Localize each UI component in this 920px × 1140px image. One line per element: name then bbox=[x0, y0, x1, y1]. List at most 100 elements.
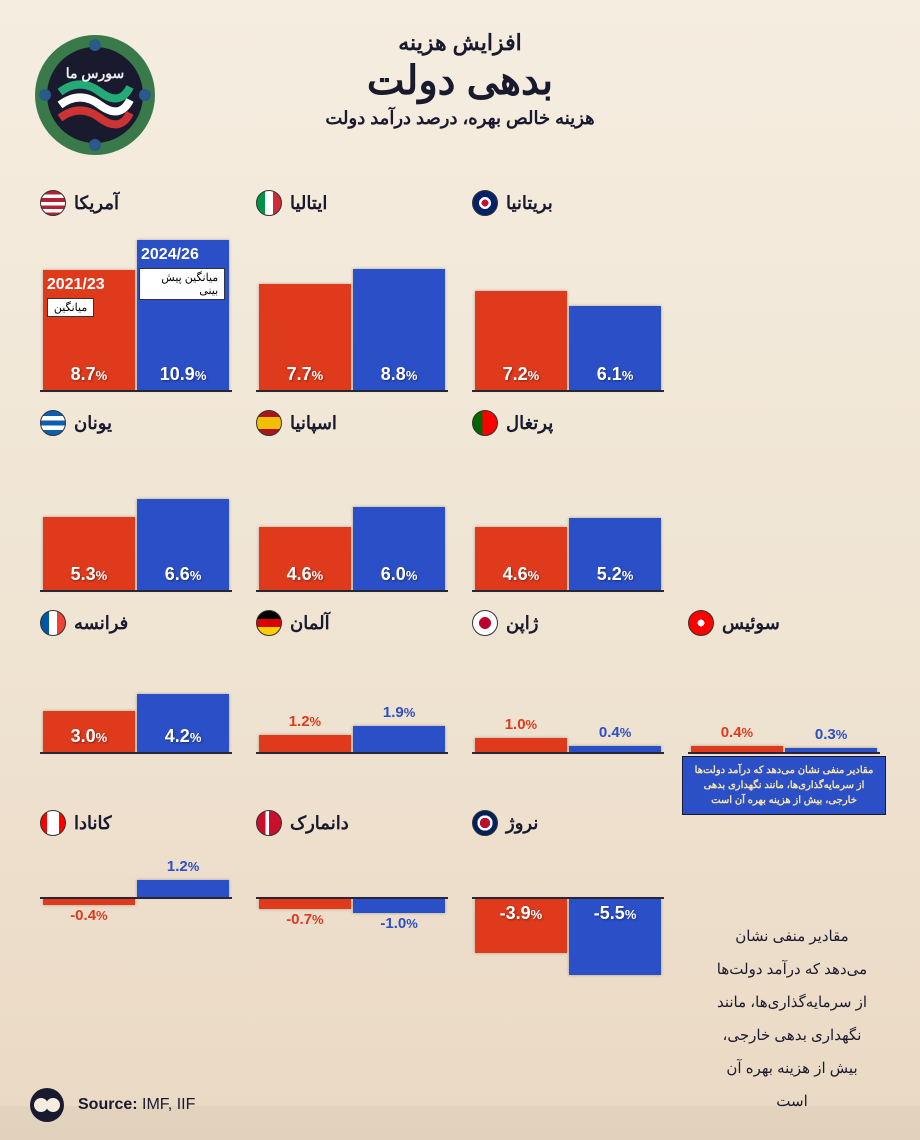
blue-value: 1.2% bbox=[137, 858, 229, 875]
red-bar bbox=[691, 746, 783, 752]
country-label: بریتانیا bbox=[472, 190, 664, 216]
legend-year-red: 2021/23 bbox=[47, 276, 105, 294]
blue-value: 6.1% bbox=[569, 364, 661, 385]
country-name: ایتالیا bbox=[290, 193, 327, 214]
country-name: کانادا bbox=[74, 813, 112, 834]
blue-value: 5.2% bbox=[569, 564, 661, 585]
country-label: ایتالیا bbox=[256, 190, 448, 216]
footer: Source: IMF, IIF bbox=[30, 1088, 195, 1122]
footer-label: Source: bbox=[78, 1096, 138, 1113]
flag-icon bbox=[40, 190, 66, 216]
blue-value: 10.9% bbox=[137, 364, 229, 385]
country-cell: کانادا -0.4% 1.2% bbox=[40, 810, 232, 1002]
blue-value: 0.3% bbox=[785, 726, 877, 743]
country-label: آمریکا bbox=[40, 190, 232, 216]
red-value: 1.0% bbox=[475, 716, 567, 733]
blue-bar bbox=[353, 899, 445, 913]
blue-value: 6.0% bbox=[353, 564, 445, 585]
country-label: یونان bbox=[40, 410, 232, 436]
footer-value: IMF, IIF bbox=[142, 1096, 195, 1113]
empty-cell bbox=[688, 190, 880, 392]
brand-logo: سورس ما bbox=[30, 30, 160, 160]
country-name: آمریکا bbox=[74, 193, 119, 214]
country-cell: یونان 5.3%6.6% bbox=[40, 410, 232, 592]
country-label: آلمان bbox=[256, 610, 448, 636]
flag-icon bbox=[256, 810, 282, 836]
red-value: 4.6% bbox=[475, 564, 567, 585]
baseline bbox=[472, 590, 664, 592]
country-cell: دانمارک -0.7%-1.0% bbox=[256, 810, 448, 1002]
baseline bbox=[40, 752, 232, 754]
baseline bbox=[256, 390, 448, 392]
country-name: دانمارک bbox=[290, 813, 349, 834]
flag-icon bbox=[40, 410, 66, 436]
red-value: -0.7% bbox=[259, 911, 351, 928]
legend-sub-red: میانگین bbox=[47, 298, 94, 317]
flag-icon bbox=[256, 410, 282, 436]
empty-cell bbox=[688, 410, 880, 592]
red-value: 4.6% bbox=[259, 564, 351, 585]
country-name: اسپانیا bbox=[290, 413, 337, 434]
country-name: آلمان bbox=[290, 613, 330, 634]
country-label: دانمارک bbox=[256, 810, 448, 836]
blue-value: 6.6% bbox=[137, 564, 229, 585]
country-label: پرتغال bbox=[472, 410, 664, 436]
blue-value: 4.2% bbox=[137, 726, 229, 747]
country-label: فرانسه bbox=[40, 610, 232, 636]
country-label: کانادا bbox=[40, 810, 232, 836]
footer-text: Source: IMF, IIF bbox=[78, 1096, 195, 1114]
blue-value: -5.5% bbox=[569, 903, 661, 924]
country-name: نروژ bbox=[506, 813, 538, 834]
baseline bbox=[40, 590, 232, 592]
country-label: ژاپن bbox=[472, 610, 664, 636]
blue-bar bbox=[785, 748, 877, 752]
country-cell: ایتالیا 7.7%8.8% bbox=[256, 190, 448, 392]
mini-chart: 7.7%8.8% bbox=[256, 222, 448, 392]
country-cell: فرانسه 3.0%4.2% bbox=[40, 610, 232, 792]
baseline bbox=[688, 752, 880, 754]
country-cell: نروژ -3.9%-5.5% bbox=[472, 810, 664, 1002]
mini-chart: 4.6%6.0% bbox=[256, 442, 448, 592]
baseline bbox=[256, 590, 448, 592]
baseline bbox=[472, 390, 664, 392]
country-name: بریتانیا bbox=[506, 193, 553, 214]
red-value: 7.2% bbox=[475, 364, 567, 385]
mini-chart: 3.0%4.2% bbox=[40, 642, 232, 792]
red-bar bbox=[259, 899, 351, 909]
flag-icon bbox=[40, 610, 66, 636]
country-name: یونان bbox=[74, 413, 112, 434]
baseline bbox=[40, 390, 232, 392]
legend-year-blue: 2024/26 bbox=[141, 246, 199, 264]
flag-icon bbox=[472, 610, 498, 636]
red-value: 7.7% bbox=[259, 364, 351, 385]
red-value: 1.2% bbox=[259, 713, 351, 730]
red-value: -0.4% bbox=[43, 907, 135, 924]
mini-chart: 4.6%5.2% bbox=[472, 442, 664, 592]
flag-icon bbox=[472, 810, 498, 836]
flag-icon bbox=[256, 610, 282, 636]
country-label: اسپانیا bbox=[256, 410, 448, 436]
blue-bar bbox=[137, 880, 229, 897]
baseline bbox=[256, 752, 448, 754]
flag-icon bbox=[40, 810, 66, 836]
mini-chart: -3.9%-5.5% bbox=[472, 842, 664, 1002]
mini-chart: 8.7%10.9%2021/23میانگین2024/26میانگین پی… bbox=[40, 222, 232, 392]
country-cell: بریتانیا 7.2%6.1% bbox=[472, 190, 664, 392]
blue-bar bbox=[569, 746, 661, 752]
footer-icon bbox=[30, 1088, 64, 1122]
red-value: 5.3% bbox=[43, 564, 135, 585]
mini-chart: -0.7%-1.0% bbox=[256, 842, 448, 1002]
mini-chart: 7.2%6.1% bbox=[472, 222, 664, 392]
flag-icon bbox=[472, 190, 498, 216]
svg-text:سورس ما: سورس ما bbox=[66, 65, 124, 82]
country-name: سوئیس bbox=[722, 613, 780, 634]
red-value: 3.0% bbox=[43, 726, 135, 747]
red-value: -3.9% bbox=[475, 903, 567, 924]
country-name: پرتغال bbox=[506, 413, 553, 434]
blue-value: 0.4% bbox=[569, 724, 661, 741]
country-name: فرانسه bbox=[74, 613, 128, 634]
country-name: ژاپن bbox=[506, 613, 538, 634]
country-label: نروژ bbox=[472, 810, 664, 836]
red-bar bbox=[43, 899, 135, 905]
country-cell: آلمان1.2%1.9% bbox=[256, 610, 448, 792]
